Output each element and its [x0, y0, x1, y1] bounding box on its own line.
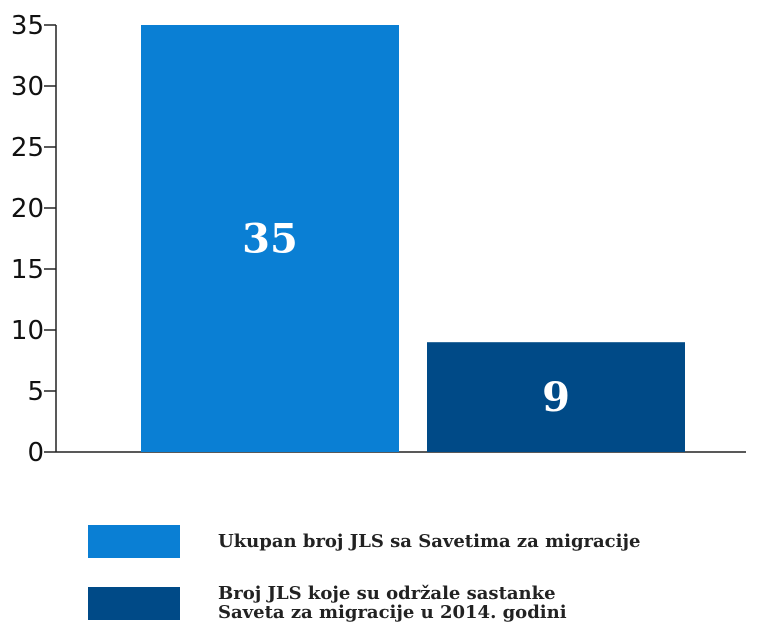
bar-1: [427, 342, 685, 452]
y-tick-label: 35: [11, 11, 44, 41]
bar-value-label: 35: [242, 216, 298, 263]
legend-swatch-meetings: [88, 587, 180, 620]
legend-label-total: Ukupan broj JLS sa Savetima za migracije: [218, 531, 641, 552]
bar-0: [141, 25, 399, 452]
legend-swatch-total: [88, 525, 180, 558]
legend-label-meetings: Broj JLS koje su održale sastanke Saveta…: [218, 583, 567, 623]
y-tick-label: 20: [11, 194, 44, 224]
bar-value-label: 9: [542, 374, 570, 421]
y-tick-label: 0: [27, 438, 44, 468]
bars: [141, 25, 685, 452]
y-tick-label: 5: [27, 377, 44, 407]
y-tick-label: 10: [11, 316, 44, 346]
y-axis-ticks: 0 5 10 15 20 25 30 35: [11, 11, 56, 468]
y-tick-label: 15: [11, 255, 44, 285]
bar-chart: 0 5 10 15 20 25 30 35 35 9: [11, 11, 746, 468]
data-labels: 35 9: [242, 216, 570, 422]
y-tick-label: 25: [11, 133, 44, 163]
y-tick-label: 30: [11, 72, 44, 102]
